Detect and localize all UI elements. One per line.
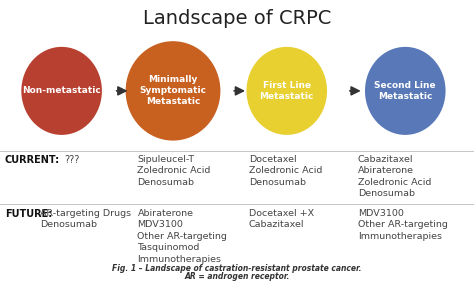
Ellipse shape xyxy=(365,47,446,135)
Text: Landscape of CRPC: Landscape of CRPC xyxy=(143,9,331,28)
Text: ???: ??? xyxy=(64,155,79,165)
Text: Sipuleucel-T
Zoledronic Acid
Denosumab: Sipuleucel-T Zoledronic Acid Denosumab xyxy=(137,155,211,187)
Text: CURRENT:: CURRENT: xyxy=(5,155,60,165)
Ellipse shape xyxy=(246,47,327,135)
Text: AR = androgen receptor.: AR = androgen receptor. xyxy=(184,272,290,281)
Text: Docetaxel
Zoledronic Acid
Denosumab: Docetaxel Zoledronic Acid Denosumab xyxy=(249,155,322,187)
Text: Non-metastatic: Non-metastatic xyxy=(22,86,101,95)
Ellipse shape xyxy=(21,47,102,135)
Text: Minimally
Symptomatic
Metastatic: Minimally Symptomatic Metastatic xyxy=(139,75,207,106)
Ellipse shape xyxy=(126,41,220,141)
Text: AR-targeting Drugs
Denosumab: AR-targeting Drugs Denosumab xyxy=(40,209,131,229)
Text: Fig. 1 – Landscape of castration-resistant prostate cancer.: Fig. 1 – Landscape of castration-resista… xyxy=(112,264,362,273)
Text: First Line
Metastatic: First Line Metastatic xyxy=(260,81,314,101)
Text: MDV3100
Other AR-targeting
Immunotherapies: MDV3100 Other AR-targeting Immunotherapi… xyxy=(358,209,448,241)
Text: Second Line
Metastatic: Second Line Metastatic xyxy=(374,81,436,101)
Text: FUTURE:: FUTURE: xyxy=(5,209,52,219)
Text: Docetaxel +X
Cabazitaxel: Docetaxel +X Cabazitaxel xyxy=(249,209,314,229)
Text: Cabazitaxel
Abiraterone
Zoledronic Acid
Denosumab: Cabazitaxel Abiraterone Zoledronic Acid … xyxy=(358,155,431,198)
Text: Abiraterone
MDV3100
Other AR-targeting
Tasquinomod
Immunotherapies: Abiraterone MDV3100 Other AR-targeting T… xyxy=(137,209,228,264)
